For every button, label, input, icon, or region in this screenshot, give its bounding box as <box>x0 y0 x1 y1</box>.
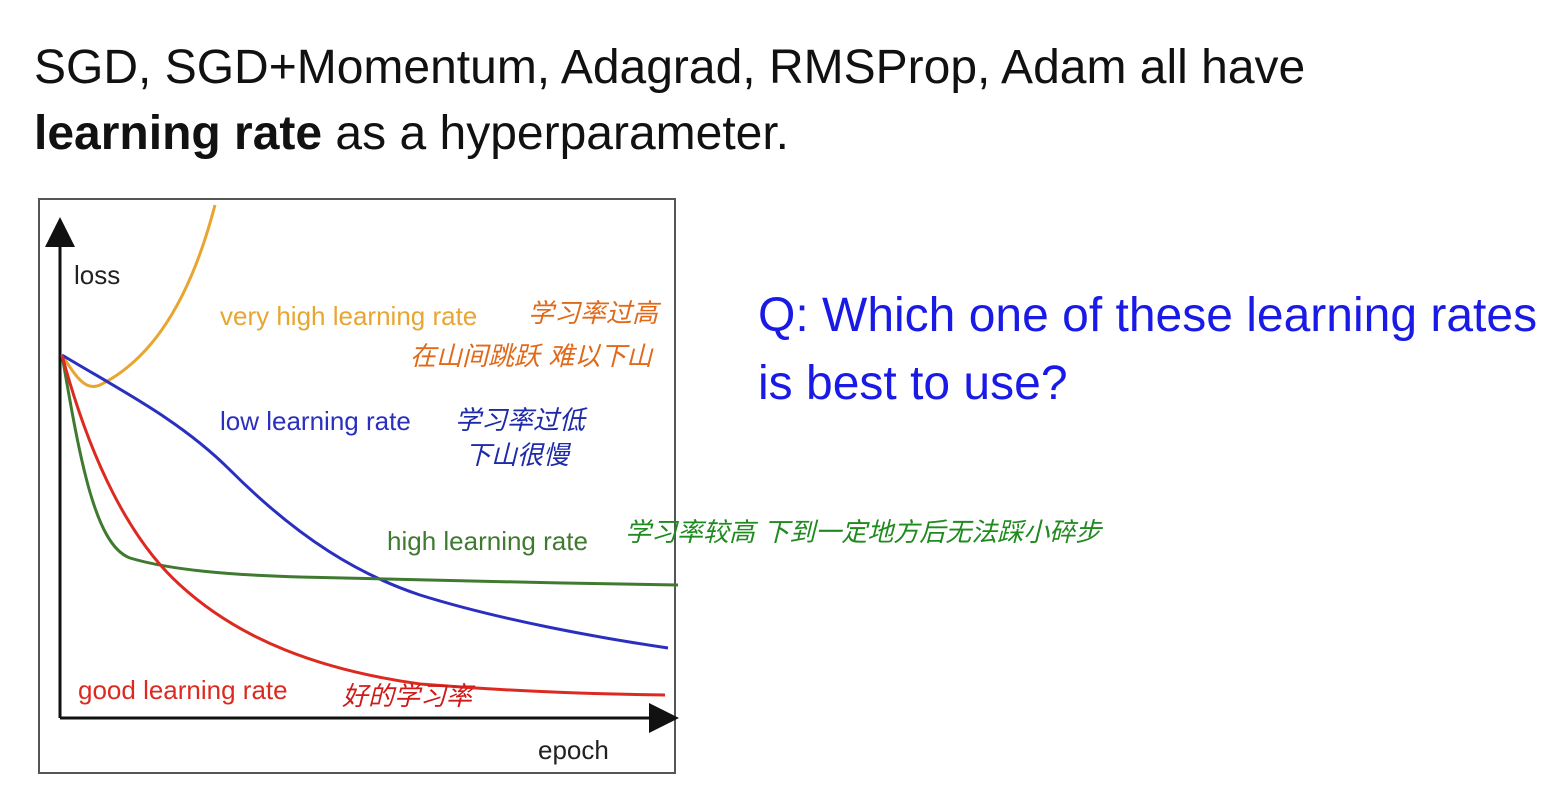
annotation: 好的学习率 <box>342 682 473 712</box>
figure-frame <box>38 198 676 774</box>
annotation: 学习率较高 下到一定地方后无法踩小碎步 <box>625 518 1102 548</box>
curve-label: low learning rate <box>220 406 411 436</box>
annotation: 下山很慢 <box>465 441 570 471</box>
curve-label: good learning rate <box>78 675 288 705</box>
title-rest: as a hyperparameter. <box>322 107 790 160</box>
x-label: epoch <box>538 735 609 765</box>
curve-low <box>61 353 669 650</box>
title-bold: learning rate <box>34 107 323 160</box>
title-line: learning rate as a hyperparameter. <box>34 106 789 161</box>
curve-label: high learning rate <box>387 526 588 556</box>
annotation: 在山间跳跃 难以下山 <box>410 342 653 372</box>
annotation: 学习率过低 <box>455 406 586 436</box>
curve-very-high <box>60 204 217 389</box>
annotation: 学习率过高 <box>528 299 659 329</box>
curve-label: very high learning rate <box>220 301 478 331</box>
curve-high <box>60 354 679 587</box>
y-label: loss <box>74 260 121 290</box>
title-line: SGD, SGD+Momentum, Adagrad, RMSProp, Ada… <box>34 41 1306 94</box>
curve-good <box>60 354 666 697</box>
question: Q: Which one of these learning rates is … <box>758 289 1538 410</box>
